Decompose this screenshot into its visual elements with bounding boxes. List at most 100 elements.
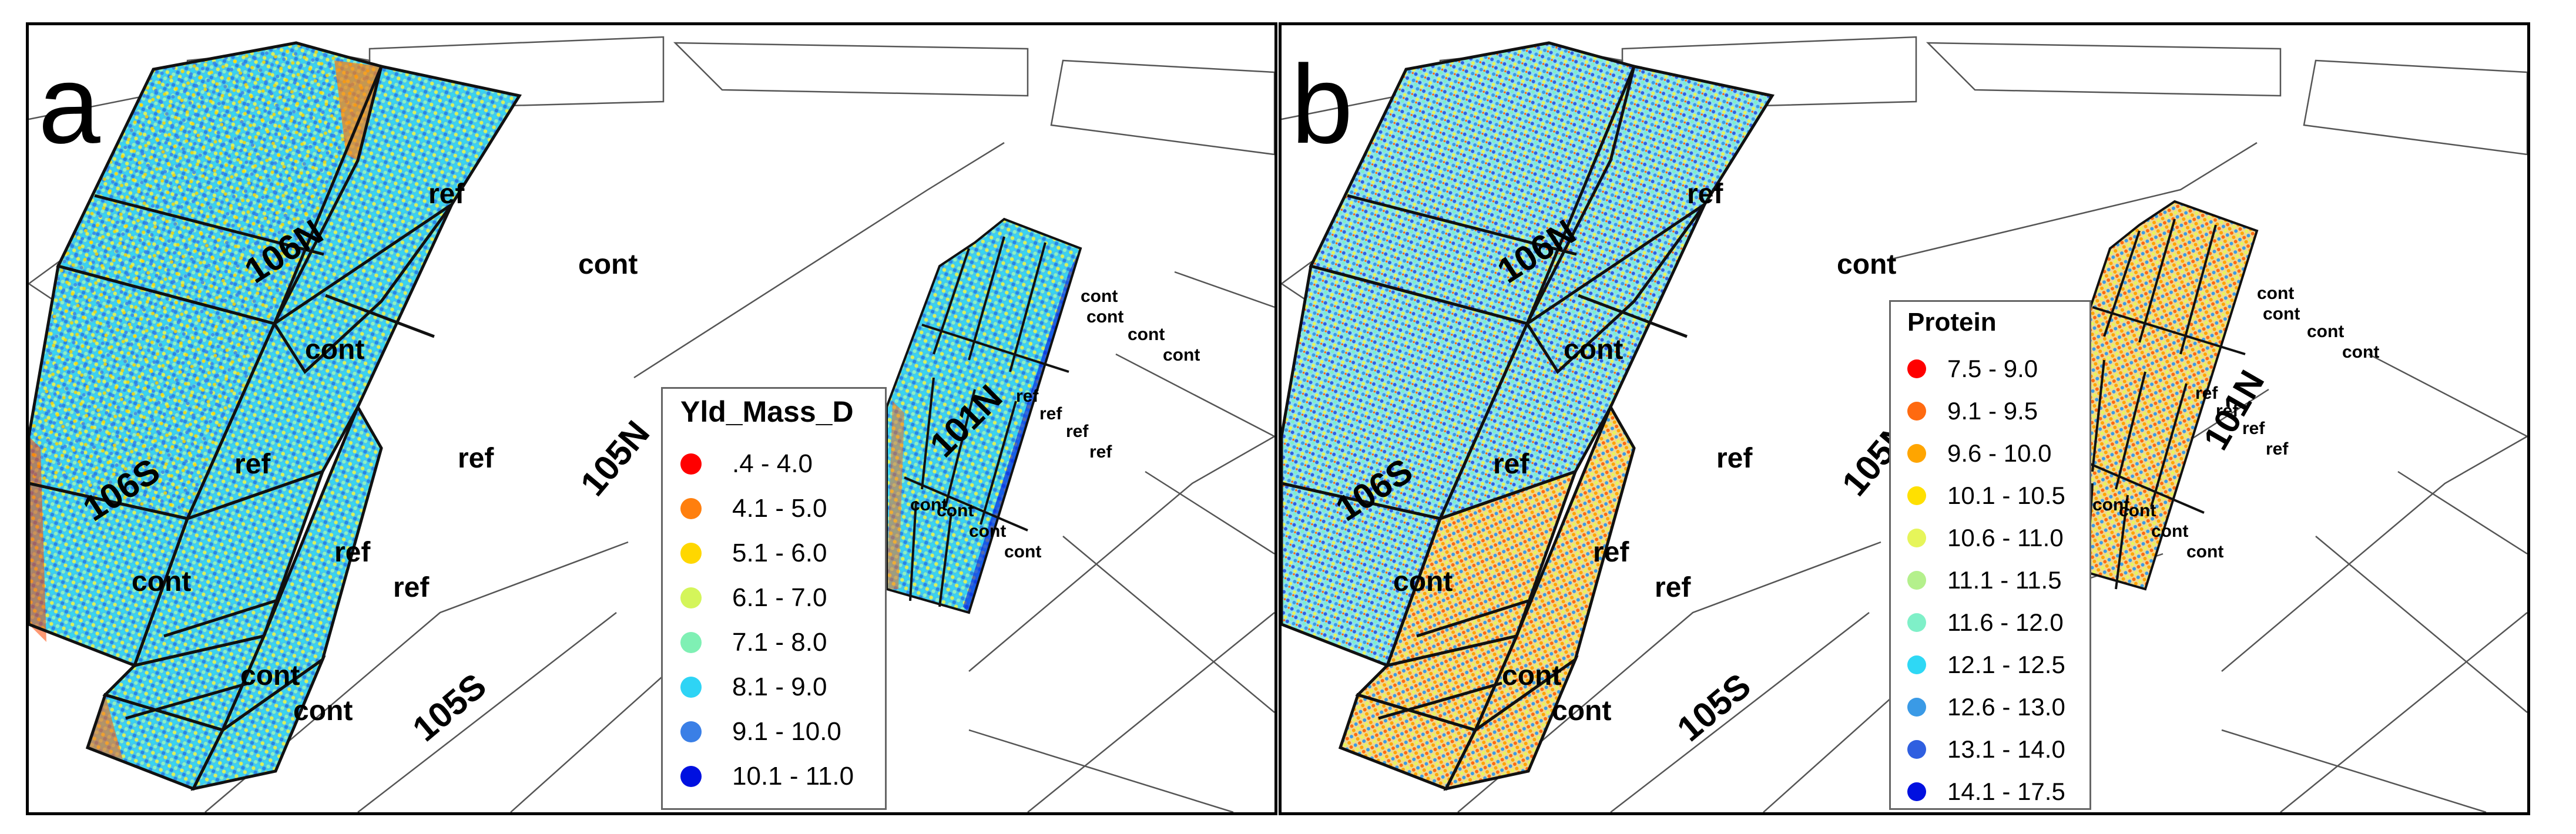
plot-label: ref xyxy=(393,572,430,603)
protein-fields-b xyxy=(1282,43,1772,789)
plot-label-small: cont xyxy=(910,495,948,514)
plot-label-small: cont xyxy=(937,501,974,520)
legend-item-label: 6.1 - 7.0 xyxy=(732,583,827,612)
plot-label-small: ref xyxy=(1089,442,1112,462)
plot-label-small: ref xyxy=(2216,401,2239,421)
legend-swatch xyxy=(680,721,702,742)
plot-label: ref xyxy=(1716,443,1753,474)
legend-swatch xyxy=(1907,698,1926,717)
legend-swatch xyxy=(680,453,702,475)
panel-letter-a: a xyxy=(38,42,100,167)
plot-label-small: cont xyxy=(2263,304,2300,324)
legend-swatch xyxy=(1907,529,1926,547)
legend-swatch xyxy=(1907,486,1926,505)
legend-title: Yld_Mass_D xyxy=(680,395,854,428)
plot-label: cont xyxy=(578,249,638,280)
legend-item: 7.5 - 9.0 xyxy=(1907,348,2089,390)
legend-item-label: 10.1 - 10.5 xyxy=(1947,482,2065,509)
field-101n-a xyxy=(886,217,1082,614)
legend-item-label: 13.1 - 14.0 xyxy=(1947,735,2065,763)
legend-swatch xyxy=(1907,740,1926,759)
plot-label-small: cont xyxy=(1081,287,1118,306)
plot-label-small: cont xyxy=(2092,495,2130,514)
legend-item: 9.6 - 10.0 xyxy=(1907,432,2089,475)
plot-label-small: ref xyxy=(1039,404,1062,423)
legend-swatch xyxy=(680,543,702,564)
plot-label: cont xyxy=(293,695,353,727)
plot-label-small: cont xyxy=(1163,345,1200,365)
map-panel-b: b 106N 106S 105N 105S 101N ref cont cont… xyxy=(1279,22,2530,815)
legend-item-label: 7.5 - 9.0 xyxy=(1947,355,2038,382)
legend-swatch xyxy=(680,677,702,698)
plot-label: ref xyxy=(428,179,465,210)
panel-letter-b: b xyxy=(1291,42,1353,167)
legend-item: 9.1 - 10.0 xyxy=(680,709,885,754)
legend-item: 13.1 - 14.0 xyxy=(1907,728,2089,771)
legend-swatch xyxy=(680,632,702,653)
map-panel-a: a 106N 106S 105N 105S 101N ref cont cont… xyxy=(26,22,1277,815)
legend-item: 12.1 - 12.5 xyxy=(1907,644,2089,686)
plot-boundaries-b xyxy=(1282,41,1775,791)
plot-label: ref xyxy=(234,449,271,480)
legend-swatch xyxy=(680,498,702,519)
legend-item-label: 7.1 - 8.0 xyxy=(732,628,827,657)
plot-label: cont xyxy=(132,566,192,597)
legend-swatch xyxy=(1907,359,1926,378)
legend-item: 6.1 - 7.0 xyxy=(680,576,885,620)
legend-item: 10.1 - 11.0 xyxy=(680,754,885,799)
legend-protein: Protein 7.5 - 9.0 9.1 - 9.5 9.6 - 10.0 10.1… xyxy=(1889,300,2091,810)
legend-swatch xyxy=(1907,444,1926,463)
plot-label: cont xyxy=(1393,566,1453,597)
map-canvas-b xyxy=(1282,36,2527,812)
legend-item-label: 8.1 - 9.0 xyxy=(732,672,827,701)
plot-label-small: cont xyxy=(2186,542,2224,561)
legend-swatch xyxy=(1907,402,1926,421)
legend-item-label: .4 - 4.0 xyxy=(732,449,813,478)
plot-label: ref xyxy=(1593,537,1629,568)
plot-label: cont xyxy=(1552,695,1612,727)
legend-swatch xyxy=(680,587,702,608)
plot-label: cont xyxy=(1502,660,1562,691)
plot-label-small: cont xyxy=(969,522,1007,541)
plot-label: cont xyxy=(1564,334,1624,365)
legend-item: 14.1 - 17.5 xyxy=(1907,771,2089,812)
map-canvas-a xyxy=(29,36,1274,812)
legend-item: 11.6 - 12.0 xyxy=(1907,601,2089,644)
plot-label: cont xyxy=(240,660,300,691)
plot-label-small: cont xyxy=(1004,542,1042,561)
plot-label: cont xyxy=(305,334,365,365)
plot-boundaries-a xyxy=(29,41,522,791)
legend-item: .4 - 4.0 xyxy=(680,442,885,486)
legend-item: 7.1 - 8.0 xyxy=(680,620,885,665)
legend-item-label: 12.1 - 12.5 xyxy=(1947,651,2065,678)
legend-item-label: 9.6 - 10.0 xyxy=(1947,439,2052,467)
legend-item: 10.6 - 11.0 xyxy=(1907,517,2089,559)
legend-swatch xyxy=(1907,613,1926,632)
plot-label-small: ref xyxy=(1066,422,1089,441)
plot-label-small: ref xyxy=(2242,419,2265,438)
legend-item-label: 14.1 - 17.5 xyxy=(1947,778,2065,805)
legend-item: 8.1 - 9.0 xyxy=(680,665,885,709)
legend-swatch xyxy=(1907,782,1926,801)
plot-label-small: cont xyxy=(2342,342,2380,362)
legend-swatch xyxy=(680,766,702,787)
plot-label: ref xyxy=(458,443,494,474)
legend-item: 10.1 - 10.5 xyxy=(1907,475,2089,517)
legend-item-label: 4.1 - 5.0 xyxy=(732,494,827,523)
plot-label: cont xyxy=(1837,249,1897,280)
legend-item: 5.1 - 6.0 xyxy=(680,531,885,576)
legend-item-label: 9.1 - 9.5 xyxy=(1947,397,2038,425)
plot-label-small: cont xyxy=(1086,307,1124,327)
legend-swatch xyxy=(1907,655,1926,674)
plot-label-small: cont xyxy=(1128,325,1165,344)
legend-item-label: 10.1 - 11.0 xyxy=(732,762,854,791)
legend-item-label: 10.6 - 11.0 xyxy=(1947,524,2064,551)
legend-item: 9.1 - 9.5 xyxy=(1907,390,2089,432)
plot-label-small: cont xyxy=(2257,284,2295,303)
legend-item: 12.6 - 13.0 xyxy=(1907,686,2089,728)
plot-label-small: cont xyxy=(2151,522,2189,541)
legend-yield: Yld_Mass_D .4 - 4.0 4.1 - 5.0 5.1 - 6.0 6.1… xyxy=(661,387,887,810)
plot-label: ref xyxy=(1493,449,1530,480)
legend-item-label: 11.1 - 11.5 xyxy=(1947,566,2062,594)
legend-item-label: 5.1 - 6.0 xyxy=(732,539,827,567)
